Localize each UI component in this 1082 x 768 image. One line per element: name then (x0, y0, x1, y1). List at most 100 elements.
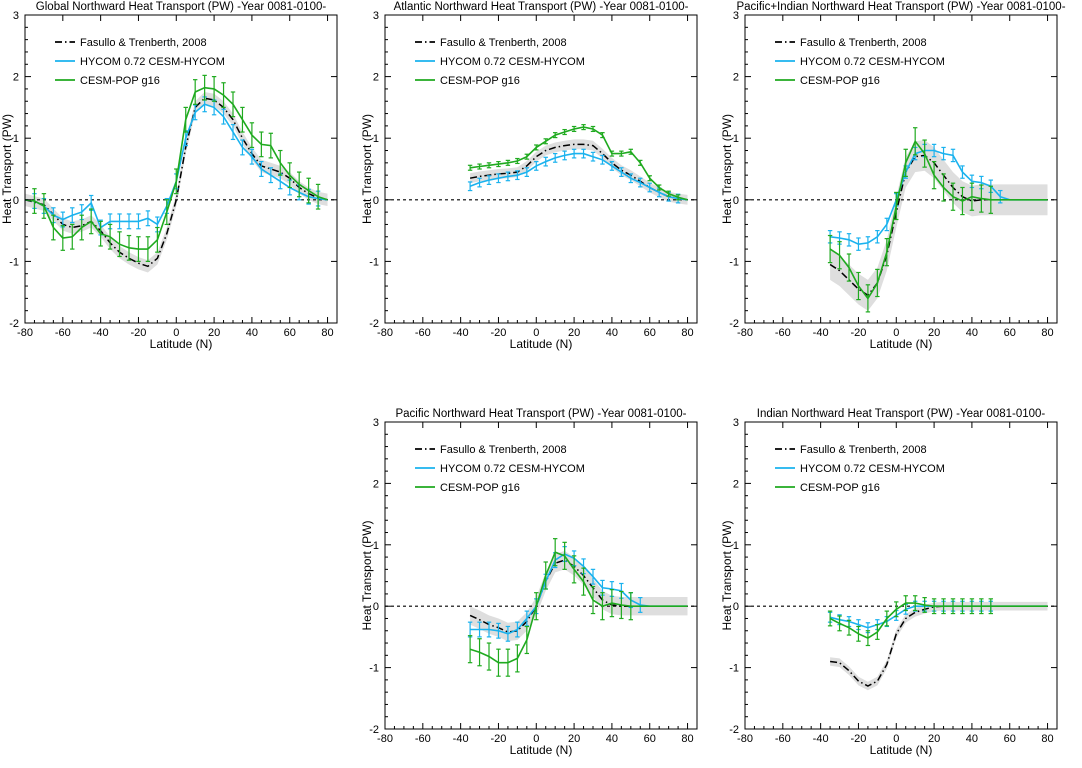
legend-label-pop: CESM-POP g16 (440, 75, 520, 87)
series-line-obs (830, 605, 1048, 687)
series-line-pop (829, 139, 1048, 300)
y-tick-label: 0 (733, 601, 739, 613)
plot-frame (744, 14, 1058, 324)
series-hycom (467, 148, 688, 204)
legend: Fasullo & Trenberth, 2008 HYCOM 0.72 CESM… (775, 444, 945, 494)
x-tick-label: 60 (644, 733, 656, 745)
x-tick-label: 60 (1004, 733, 1016, 745)
x-axis-label: Latitude (N) (510, 743, 573, 757)
obs-uncertainty-band (830, 601, 1048, 691)
x-tick-label: 20 (928, 327, 940, 339)
x-tick-label: 40 (966, 733, 978, 745)
plot-frame (744, 421, 1058, 730)
x-tick-label: 60 (284, 327, 296, 339)
series-line-obs (469, 559, 688, 633)
series-pop (827, 595, 1048, 647)
y-tick-label: 0 (733, 195, 739, 207)
x-tick-label: 40 (606, 327, 618, 339)
plot-frame (24, 14, 338, 324)
x-tick-label: -80 (17, 327, 33, 339)
x-tick-label: 0 (533, 733, 539, 745)
x-tick-label: 80 (1041, 733, 1053, 745)
y-tick-label: 1 (13, 133, 19, 145)
y-axis-label: Heat Transport (PW) (360, 520, 374, 630)
legend-label-obs: Fasullo & Trenberth, 2008 (440, 37, 567, 49)
legend-label-pop: CESM-POP g16 (440, 482, 520, 494)
x-tick-label: -60 (775, 733, 791, 745)
y-tick-label: 1 (373, 540, 379, 552)
x-tick-label: -20 (851, 733, 867, 745)
y-axis-label: Heat Transport (PW) (360, 114, 374, 224)
y-tick-label: 1 (373, 133, 379, 145)
y-axis-label: Heat Transport (PW) (720, 114, 734, 224)
series-pop (24, 74, 328, 262)
series-line-pop (469, 126, 688, 201)
chart-panel-1: Global Northward Heat Transport (PW) -Ye… (0, 1, 338, 351)
legend-label-hycom: HYCOM 0.72 CESM-HYCOM (800, 463, 945, 475)
y-tick-label: -2 (9, 318, 19, 330)
y-tick-label: 2 (733, 72, 739, 84)
y-tick-label: -1 (729, 663, 739, 675)
series-pop (467, 538, 688, 677)
x-tick-label: -40 (93, 327, 109, 339)
series-pop (827, 127, 1048, 313)
x-tick-label: -20 (131, 327, 147, 339)
x-axis-label: Latitude (N) (510, 337, 573, 351)
y-axis-label: Heat Transport (PW) (720, 520, 734, 630)
legend-label-hycom: HYCOM 0.72 CESM-HYCOM (440, 463, 585, 475)
x-tick-label: 80 (321, 327, 333, 339)
obs-uncertainty-band (470, 139, 688, 205)
y-tick-label: 3 (373, 417, 379, 429)
x-axis-label: Latitude (N) (870, 743, 933, 757)
x-tick-label: -80 (377, 327, 393, 339)
x-tick-label: 0 (893, 327, 899, 339)
y-tick-label: -1 (729, 256, 739, 268)
series-line-pop (829, 602, 1048, 640)
x-tick-label: 80 (681, 733, 693, 745)
chart-title: Global Northward Heat Transport (PW) -Ye… (36, 1, 327, 13)
series-line-hycom (469, 152, 688, 201)
x-tick-label: -60 (415, 733, 431, 745)
chart-title: Pacific Northward Heat Transport (PW) -Y… (395, 408, 686, 420)
x-tick-label: 80 (1041, 327, 1053, 339)
y-tick-label: 3 (13, 10, 19, 22)
legend-label-hycom: HYCOM 0.72 CESM-HYCOM (440, 56, 585, 68)
y-tick-label: 2 (13, 72, 19, 84)
x-axis-label: Latitude (N) (150, 337, 213, 351)
chart-panel-3: Pacific+Indian Northward Heat Transport … (720, 1, 1066, 351)
x-tick-label: 20 (568, 327, 580, 339)
x-tick-label: 0 (173, 327, 179, 339)
legend-label-hycom: HYCOM 0.72 CESM-HYCOM (80, 56, 225, 68)
x-tick-label: -20 (851, 327, 867, 339)
legend-label-pop: CESM-POP g16 (800, 482, 880, 494)
x-tick-label: 60 (1004, 327, 1016, 339)
y-tick-label: 0 (13, 195, 19, 207)
legend: Fasullo & Trenberth, 2008 HYCOM 0.72 CESM… (415, 444, 585, 494)
y-tick-label: 2 (733, 478, 739, 490)
x-tick-label: -80 (737, 733, 753, 745)
series-obs (829, 154, 1048, 297)
chart-title: Atlantic Northward Heat Transport (PW) -… (394, 1, 689, 13)
x-tick-label: -20 (491, 733, 507, 745)
x-tick-label: -60 (415, 327, 431, 339)
x-tick-label: 20 (208, 327, 220, 339)
y-tick-label: 3 (733, 10, 739, 22)
y-tick-label: -2 (369, 724, 379, 736)
x-tick-label: -80 (377, 733, 393, 745)
plot-frame (384, 421, 698, 730)
y-tick-label: 1 (733, 133, 739, 145)
chart-panel-4: Pacific Northward Heat Transport (PW) -Y… (360, 408, 698, 757)
x-tick-label: 0 (893, 733, 899, 745)
x-tick-label: -60 (775, 327, 791, 339)
x-tick-label: 40 (966, 327, 978, 339)
chart-panel-2: Atlantic Northward Heat Transport (PW) -… (360, 1, 698, 351)
chart-title: Indian Northward Heat Transport (PW) -Ye… (757, 408, 1046, 420)
x-tick-label: -40 (453, 733, 469, 745)
y-tick-label: -2 (729, 318, 739, 330)
legend-label-obs: Fasullo & Trenberth, 2008 (440, 444, 567, 456)
obs-uncertainty-band (470, 550, 688, 642)
y-tick-label: 0 (373, 195, 379, 207)
obs-uncertainty-band (830, 140, 1048, 311)
chart-panel-5: Indian Northward Heat Transport (PW) -Ye… (720, 408, 1058, 757)
